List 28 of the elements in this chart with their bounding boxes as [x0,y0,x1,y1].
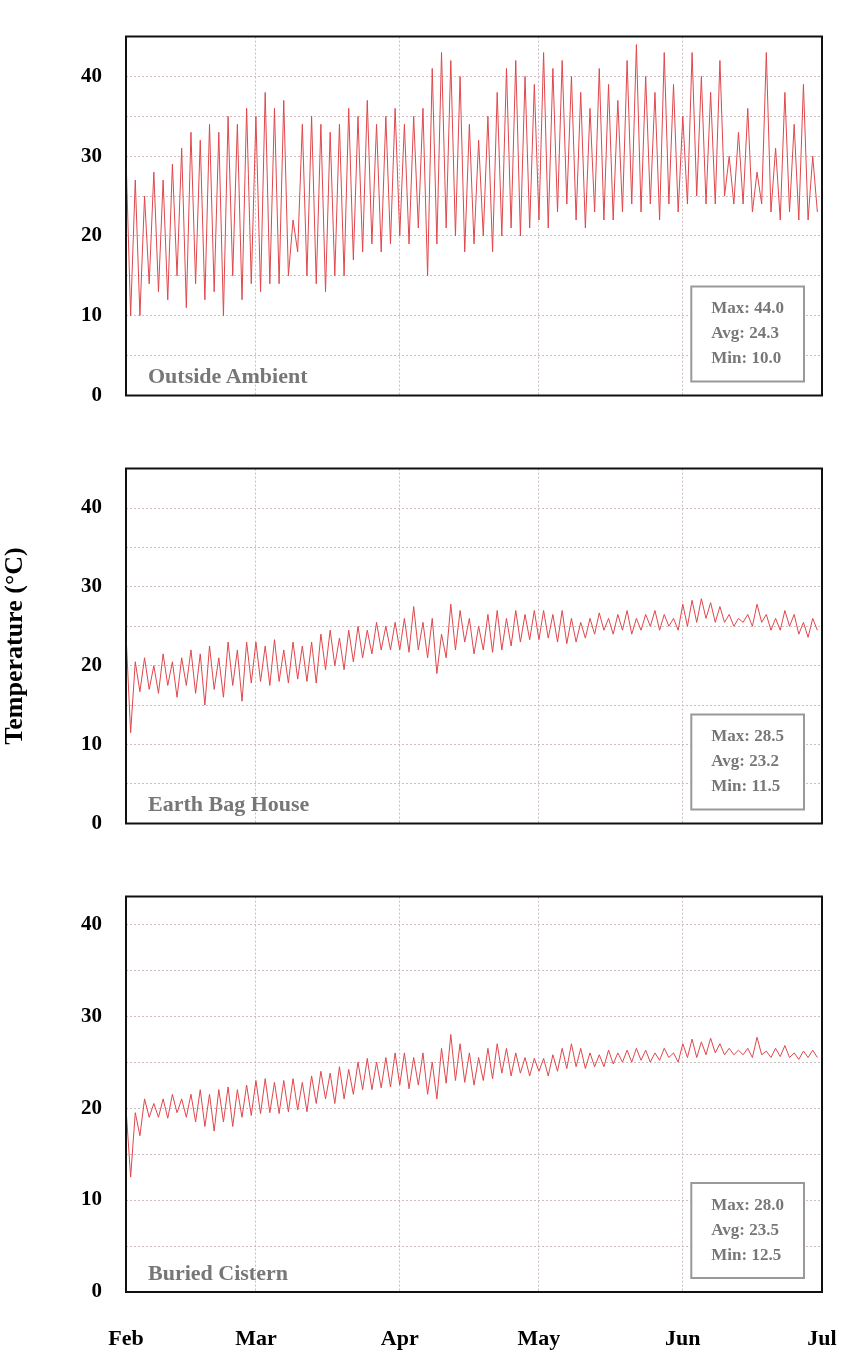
x-tick-label: Jun [665,1324,701,1350]
y-axis-title: Temperature (°C) [0,547,29,745]
annotation: Buried Cistern [148,1260,288,1285]
y-tick-label: 10 [81,730,102,755]
annotation: Max: 28.5 Avg: 23.2 Min: 11.5 [711,726,785,796]
y-tick-label: 10 [81,302,102,327]
y-tick-label: 0 [91,1278,102,1303]
x-tick-label: Apr [380,1324,419,1350]
y-tick-label: 20 [81,652,102,677]
y-tick-label: 20 [81,222,102,247]
y-tick-label: 30 [81,142,102,167]
x-tick-label: Feb [108,1324,144,1350]
y-tick-label: 0 [91,381,102,406]
annotation: Max: 44.0 Avg: 24.3 Min: 10.0 [711,298,785,368]
annotation: Earth Bag House [148,791,310,817]
x-tick-label: Mar [235,1324,277,1350]
annotation: Max: 28.0 Avg: 23.5 Min: 12.5 [711,1194,785,1264]
y-tick-label: 30 [81,573,102,598]
x-tick-label: Jul [807,1324,837,1350]
y-tick-label: 40 [81,62,102,87]
y-tick-label: 10 [81,1186,102,1211]
y-tick-label: 40 [81,494,102,519]
y-tick-label: 0 [91,809,102,834]
annotation: Outside Ambient [148,363,309,389]
y-tick-label: 30 [81,1002,102,1027]
y-tick-label: 20 [81,1094,102,1119]
x-tick-label: May [517,1324,561,1350]
y-tick-label: 40 [81,910,102,935]
